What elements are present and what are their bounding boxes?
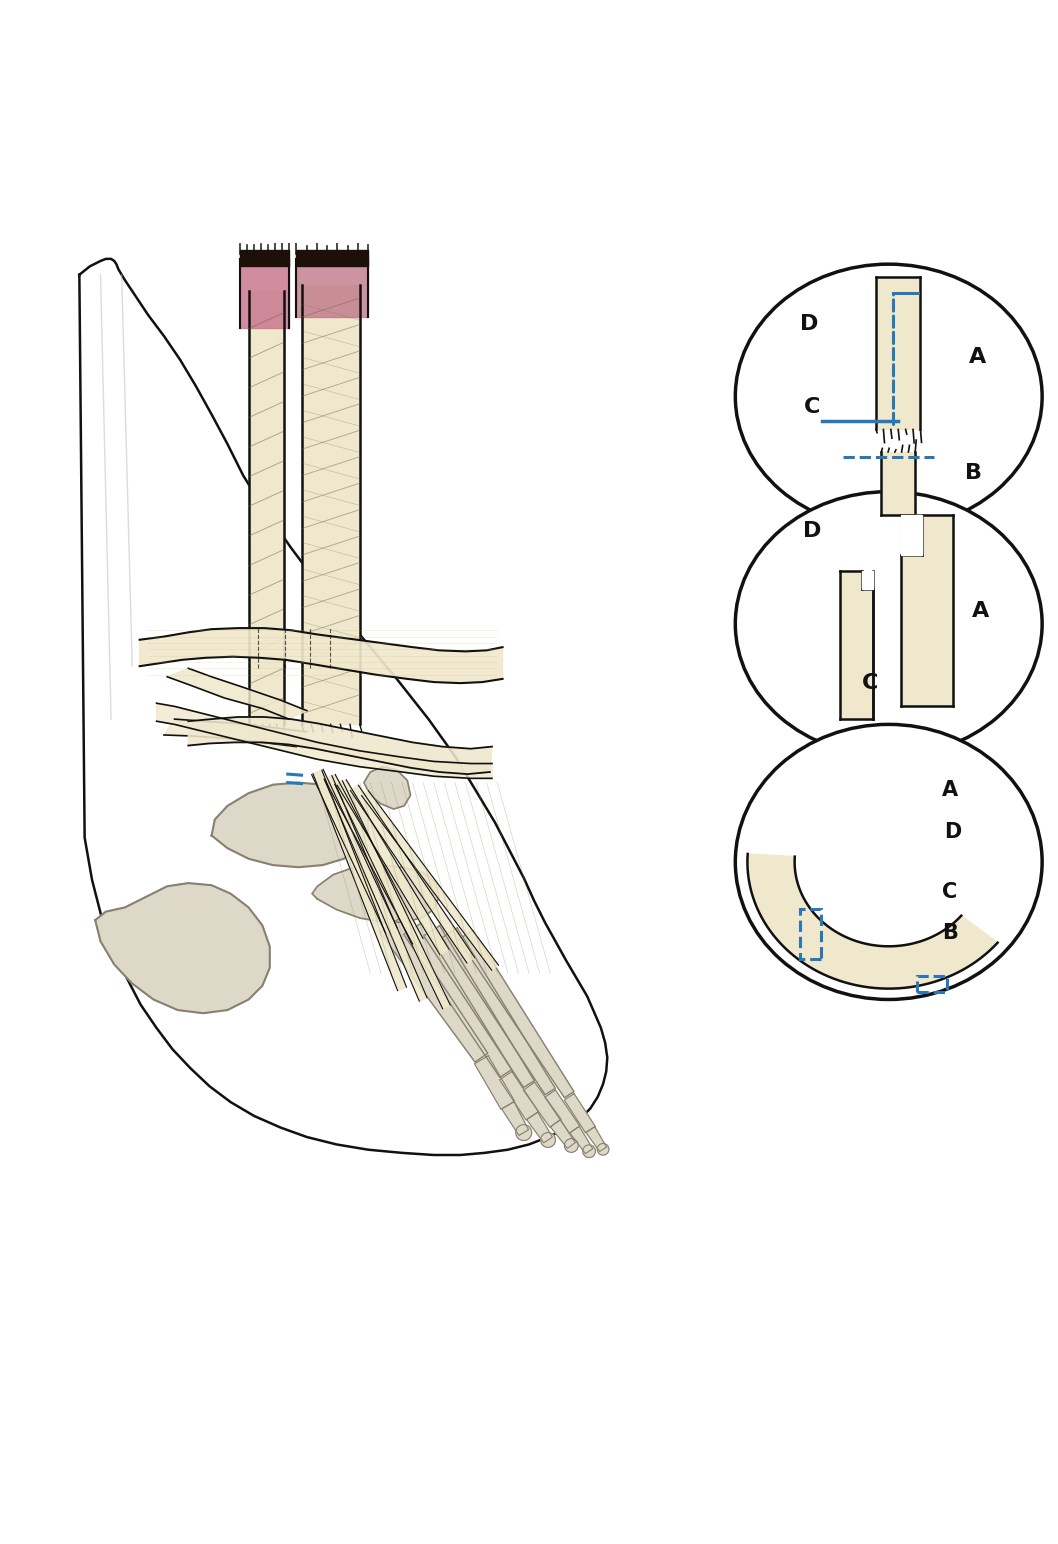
Polygon shape [564,1093,596,1133]
Circle shape [583,1144,596,1158]
Circle shape [565,1138,578,1152]
Polygon shape [527,1112,552,1143]
Polygon shape [840,571,874,720]
Ellipse shape [735,724,1042,999]
Polygon shape [302,286,360,724]
Polygon shape [188,716,492,774]
Polygon shape [570,1127,592,1153]
Polygon shape [499,1072,539,1119]
Polygon shape [442,928,555,1095]
Polygon shape [167,669,307,720]
Ellipse shape [735,491,1042,757]
Polygon shape [312,769,397,934]
Polygon shape [524,1082,561,1127]
Polygon shape [164,720,307,747]
Polygon shape [364,767,411,809]
Polygon shape [458,931,573,1098]
Text: D: D [945,821,962,841]
Polygon shape [249,290,284,724]
Text: B: B [965,463,982,483]
Polygon shape [313,770,406,991]
Text: C: C [943,882,957,902]
Polygon shape [876,278,920,429]
Polygon shape [901,516,923,556]
Polygon shape [350,786,475,963]
Polygon shape [325,775,423,943]
Polygon shape [157,703,492,778]
Text: C: C [804,397,820,417]
Text: A: A [969,347,986,367]
Text: D: D [803,522,821,542]
Circle shape [541,1133,555,1147]
Polygon shape [586,1127,606,1152]
Polygon shape [501,1102,529,1135]
Ellipse shape [735,264,1042,528]
Polygon shape [545,1090,580,1133]
Polygon shape [95,883,270,1013]
Text: A: A [942,780,959,800]
Polygon shape [901,516,953,706]
Polygon shape [362,791,498,970]
Polygon shape [423,925,534,1087]
Polygon shape [79,259,607,1155]
Polygon shape [404,923,512,1078]
Polygon shape [240,259,289,327]
Text: B: B [942,923,959,943]
Polygon shape [240,250,289,266]
Polygon shape [140,628,503,682]
Text: A: A [972,601,989,621]
Polygon shape [861,571,874,590]
Polygon shape [212,783,368,868]
Polygon shape [324,775,427,1001]
Text: D: D [800,313,818,334]
Polygon shape [334,781,451,1008]
Polygon shape [380,919,488,1062]
Polygon shape [747,854,998,988]
Circle shape [516,1124,531,1141]
Polygon shape [296,259,368,317]
Polygon shape [312,865,439,922]
Polygon shape [550,1119,576,1149]
Polygon shape [338,780,449,954]
Polygon shape [296,250,368,266]
Circle shape [598,1144,609,1155]
Text: C: C [862,673,878,693]
Polygon shape [881,452,915,516]
Polygon shape [475,1056,514,1109]
